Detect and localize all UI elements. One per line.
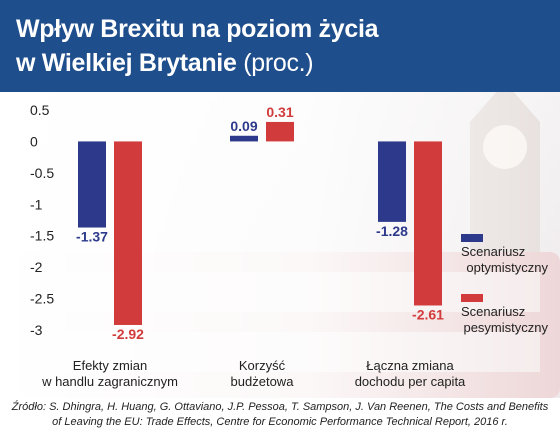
title-bar: Wpływ Brexitu na poziom życia w Wielkiej… [0, 0, 560, 92]
y-tick-label: -3 [30, 322, 43, 338]
legend-label: pesymistyczny [463, 320, 548, 335]
bar-value-label: -1.28 [376, 223, 408, 239]
y-tick-label: -1.5 [30, 228, 54, 244]
bar-value-label: 0.31 [266, 104, 293, 120]
bar-value-label: -1.37 [76, 229, 108, 245]
legend-label: optymistyczny [466, 260, 548, 275]
title-line-2: w Wielkiej Brytanie (proc.) [16, 48, 314, 78]
bar [78, 141, 106, 228]
y-axis: 0.5 0 -0.5 -1 -1.5 -2 -2.5 -3 [30, 102, 54, 338]
bar [230, 135, 258, 142]
y-tick-label: -2 [30, 259, 43, 275]
title-line-1: Wpływ Brexitu na poziom życia [16, 15, 379, 43]
y-tick-label: -2.5 [30, 291, 54, 307]
bar-value-label: -2.92 [112, 326, 144, 342]
legend-swatch [461, 234, 483, 242]
category-label: Efekty zmian [73, 358, 147, 373]
bar [114, 141, 142, 325]
title-line-2-bold: w Wielkiej Brytanie [16, 49, 237, 77]
bar [378, 141, 406, 222]
category-label: budżetowa [231, 374, 295, 389]
title-unit: (proc.) [243, 49, 314, 77]
legend-label: Scenariusz [461, 304, 525, 319]
bar-value-label: 0.09 [230, 118, 257, 134]
value-labels: -1.37 -2.92 0.09 0.31 -1.28 -2.61 [76, 104, 444, 342]
bar-value-label: -2.61 [412, 306, 444, 322]
legend: ScenariuszoptymistycznyScenariuszpesymis… [461, 234, 548, 335]
source-line-2: of Leaving the EU: Trade Effects, Centre… [52, 416, 508, 428]
legend-swatch [461, 294, 483, 302]
source-note: Źródło: S. Dhingra, H. Huang, G. Ottavia… [0, 400, 560, 430]
y-tick-label: 0.5 [30, 102, 50, 118]
y-tick-label: -1 [30, 196, 43, 212]
category-label: Korzyść [239, 358, 286, 373]
bar [266, 121, 294, 142]
category-label: w handlu zagranicznym [41, 374, 178, 389]
y-tick-label: 0 [30, 133, 38, 149]
bar [414, 141, 442, 306]
legend-label: Scenariusz [461, 244, 525, 259]
category-label: Łączna zmiana [366, 358, 454, 373]
source-line-1: Źródło: S. Dhingra, H. Huang, G. Ottavia… [11, 401, 549, 413]
bars [78, 121, 442, 325]
y-tick-label: -0.5 [30, 165, 54, 181]
bar-chart: 0.5 0 -0.5 -1 -1.5 -2 -2.5 -3 -1.37 -2.92 0.09 0.3… [30, 102, 548, 389]
category-label: dochodu per capita [355, 374, 466, 389]
